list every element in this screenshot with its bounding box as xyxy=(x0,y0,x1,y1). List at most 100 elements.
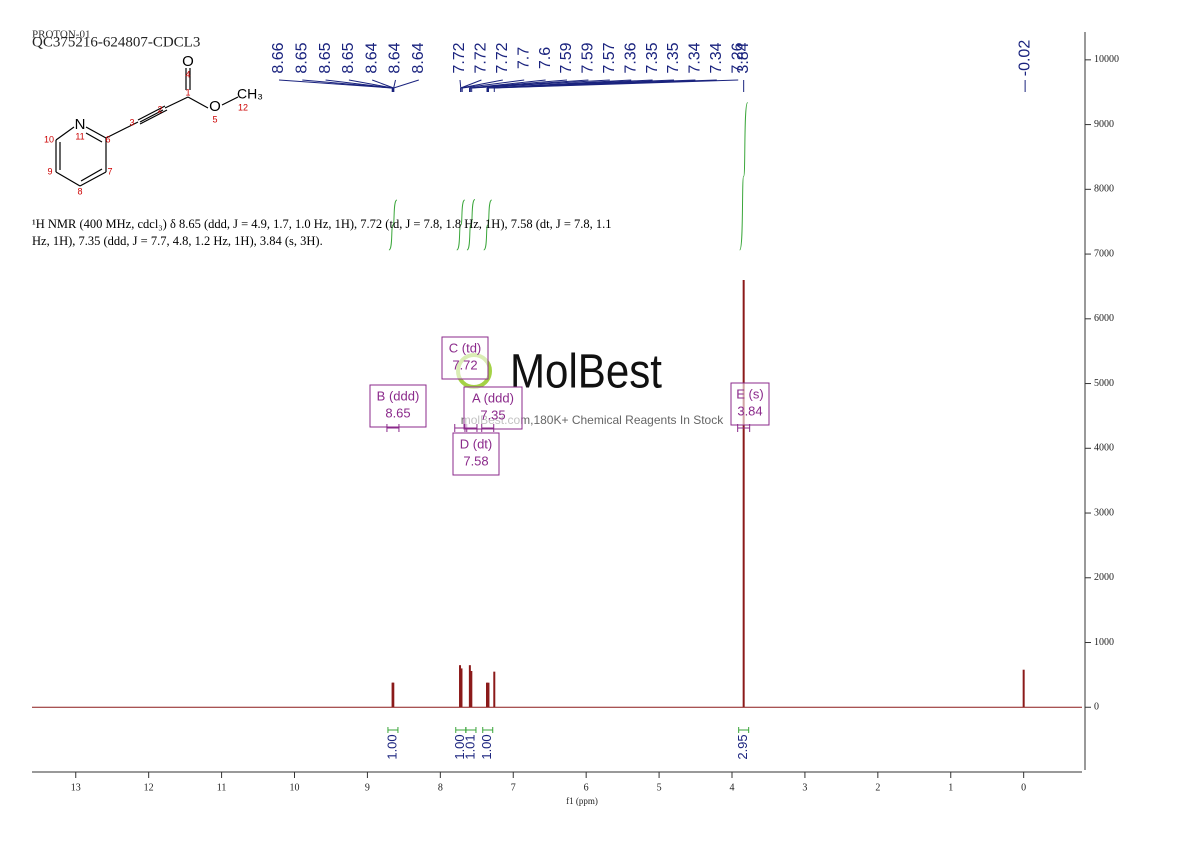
peak-label: 7.7 xyxy=(515,47,532,69)
integral-bracket xyxy=(455,727,467,733)
nmr-description: ¹H NMR (400 MHz, cdcl₃) δ 8.65 (ddd, J =… xyxy=(32,217,612,248)
x-axis-label: f1 (ppm) xyxy=(566,796,598,806)
multiplet-label: C (td) xyxy=(449,340,482,355)
multiplet-box xyxy=(463,386,523,430)
peak-leader xyxy=(460,79,503,89)
integral-curve xyxy=(388,199,398,251)
x-tick-label: 13 xyxy=(71,782,81,793)
y-tick-label: 10000 xyxy=(1094,54,1119,65)
atom-label: 9 xyxy=(47,166,52,176)
y-tick-label: 5000 xyxy=(1094,378,1114,389)
multiplet-shift: 7.35 xyxy=(480,407,505,422)
x-tick-label: 9 xyxy=(365,782,370,793)
x-tick-label: 12 xyxy=(144,782,154,793)
multiplet-range xyxy=(481,424,495,432)
multiplet-box xyxy=(730,382,770,426)
x-tick-label: 1 xyxy=(948,782,953,793)
atom-label: 4 xyxy=(185,69,190,79)
integral-bracket xyxy=(482,727,494,733)
peak-label: 7.36 xyxy=(622,42,639,73)
multiplet-label: A (ddd) xyxy=(472,390,514,405)
atom-label: O xyxy=(182,53,194,70)
peak-label: 8.64 xyxy=(363,42,380,73)
peak-label: 7.35 xyxy=(665,42,682,73)
y-tick-label: 6000 xyxy=(1094,313,1114,324)
multiplet-shift: 7.72 xyxy=(452,357,477,372)
peak-label: 7.72 xyxy=(473,42,490,73)
atom-label: 10 xyxy=(44,134,54,144)
integral-label: 1.00 xyxy=(384,734,399,759)
integral-label: 1.00 xyxy=(452,734,467,759)
peak-leader xyxy=(471,79,610,89)
peak-label: 7.72 xyxy=(494,42,511,73)
y-tick-label: 2000 xyxy=(1094,572,1114,583)
peak-label: 7.26 xyxy=(729,42,746,73)
x-tick-label: 0 xyxy=(1021,782,1026,793)
peak-label: 7.35 xyxy=(644,42,661,73)
peak-leader xyxy=(460,79,482,89)
y-tick-label: 9000 xyxy=(1094,119,1114,130)
x-tick-label: 4 xyxy=(730,782,735,793)
integral-curve xyxy=(739,102,749,251)
peak-label: 7.34 xyxy=(687,42,704,73)
x-tick-label: 6 xyxy=(584,782,589,793)
atom-label: 1 xyxy=(185,87,190,97)
y-tick-label: 4000 xyxy=(1094,443,1114,454)
y-tick-label: 8000 xyxy=(1094,184,1114,195)
multiplet-range xyxy=(464,424,478,432)
multiplet-box xyxy=(369,384,427,428)
y-tick-label: 7000 xyxy=(1094,248,1114,259)
peak-leader xyxy=(459,79,462,89)
peak-leader xyxy=(462,79,525,89)
x-tick-label: 3 xyxy=(802,782,807,793)
peak-label: 7.57 xyxy=(601,42,618,73)
atom-label: O xyxy=(209,98,221,115)
peak-label: 8.66 xyxy=(270,42,287,73)
multiplet-label: D (dt) xyxy=(460,436,493,451)
integral-bracket xyxy=(738,727,750,733)
peak-leader xyxy=(393,79,419,89)
peak-label: 8.65 xyxy=(294,42,311,73)
peak-label: 7.6 xyxy=(537,47,554,69)
plot: 13 12 11 10 9 8 7 6 5 4 3 2 1 0f1 (ppm)01000200030004… xyxy=(32,32,1119,806)
chart-title: QC375216-624807-CDCL3 xyxy=(32,34,200,50)
experiment: PROTON-01 xyxy=(32,29,90,41)
atom-label: 3 xyxy=(129,117,134,127)
multiplet-label: E (s) xyxy=(736,386,763,401)
peak-leader xyxy=(393,79,396,89)
peak-label: 8.65 xyxy=(340,42,357,73)
peak-label: 7.59 xyxy=(558,42,575,73)
y-tick-label: 1000 xyxy=(1094,637,1114,648)
integral-bracket xyxy=(387,727,399,733)
x-tick-label: 7 xyxy=(511,782,516,793)
multiplet-label: B (ddd) xyxy=(377,388,420,403)
integral-curve xyxy=(466,199,476,251)
integral-curve xyxy=(483,199,493,251)
watermark-logo: MolBest xyxy=(510,346,662,399)
atom-label: 7 xyxy=(107,166,112,176)
multiplet-shift: 3.84 xyxy=(737,403,762,418)
y-tick-label: 0 xyxy=(1094,702,1099,713)
atom-label: 8 xyxy=(77,186,82,196)
multiplet-box xyxy=(441,336,489,380)
atom-label: 11 xyxy=(75,131,84,141)
integral-curve xyxy=(456,199,466,251)
x-tick-label: 11 xyxy=(217,782,227,793)
multiplet-range xyxy=(737,424,751,432)
atom-label: N xyxy=(75,116,86,133)
atom-label: 5 xyxy=(212,114,217,124)
x-tick-label: 8 xyxy=(438,782,443,793)
peak-leader xyxy=(494,79,739,89)
integral-label: 1.01 xyxy=(462,734,477,759)
integral-label: 1.00 xyxy=(479,734,494,759)
y-tick-label: 3000 xyxy=(1094,507,1114,518)
watermark-tagline: molBest.com,180K+ Chemical Reagents In S… xyxy=(461,413,724,427)
atom-label: CH₃ xyxy=(237,86,263,102)
peak-label: 7.72 xyxy=(451,42,468,73)
peak-leader xyxy=(325,79,393,89)
peak-label: 8.64 xyxy=(387,42,404,73)
multiplet-shift: 7.58 xyxy=(463,453,488,468)
peak-label: -0.02 xyxy=(1016,40,1033,77)
